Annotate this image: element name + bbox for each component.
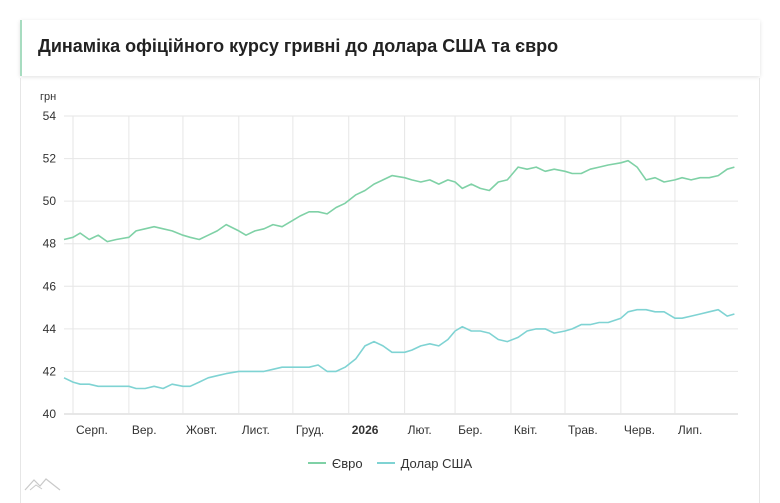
legend-label-euro: Євро <box>331 455 363 471</box>
series-line-euro <box>63 159 735 243</box>
legend-item-usd[interactable]: Долар США <box>376 455 473 471</box>
x-tick-label: 2026 <box>352 423 379 437</box>
y-tick-label: 50 <box>43 194 57 208</box>
y-tick-label: 52 <box>43 152 57 166</box>
y-tick-label: 48 <box>43 237 57 251</box>
axes: 40 42 44 46 48 50 52 54 грн Серп. Вер. Жовт. Лист. Гр… <box>40 91 702 437</box>
series-lines <box>63 159 735 390</box>
legend-label-usd: Долар США <box>400 455 473 471</box>
x-tick-label: Трав. <box>568 423 598 437</box>
y-tick-label: 44 <box>43 322 57 336</box>
legend-swatch-usd <box>376 462 395 464</box>
x-tick-label: Квіт. <box>514 423 538 437</box>
y-tick-label: 40 <box>43 407 57 421</box>
y-tick-label: 42 <box>43 364 57 378</box>
chart-title: Динаміка офіційного курсу гривні до дола… <box>38 36 559 56</box>
chart-frame <box>20 78 760 503</box>
chart-header: Динаміка офіційного курсу гривні до дола… <box>20 20 760 76</box>
x-tick-label: Бер. <box>458 423 483 437</box>
y-tick-label: 46 <box>43 279 57 293</box>
x-tick-label: Вер. <box>132 423 157 437</box>
legend: Євро Долар США <box>0 454 780 472</box>
grid <box>64 115 738 415</box>
x-tick-label: Груд. <box>296 423 324 437</box>
y-tick-label: 54 <box>43 109 57 123</box>
legend-swatch-euro <box>307 462 326 464</box>
x-tick-label: Лист. <box>242 423 270 437</box>
x-tick-label: Серп. <box>76 423 108 437</box>
x-tick-label: Лют. <box>408 423 432 437</box>
x-tick-label: Жовт. <box>186 423 217 437</box>
mountain-logo-icon <box>24 478 61 491</box>
x-tick-label: Лип. <box>678 423 702 437</box>
x-tick-label: Черв. <box>624 423 655 437</box>
series-line-usd <box>63 308 735 390</box>
legend-item-euro[interactable]: Євро <box>307 455 363 471</box>
y-axis-unit-label: грн <box>40 91 56 103</box>
